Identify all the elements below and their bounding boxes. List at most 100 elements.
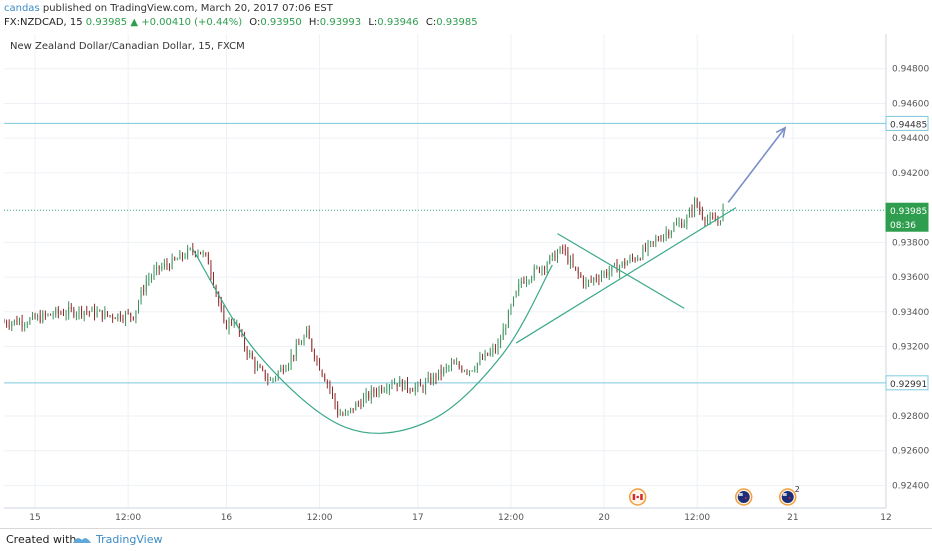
candle-body	[146, 281, 147, 292]
y-tick-label: 0.93800	[892, 238, 929, 248]
candle-body	[495, 348, 496, 350]
candle-body	[226, 321, 227, 329]
candle-body	[681, 222, 682, 227]
candle-body	[298, 344, 299, 345]
candle-body	[650, 241, 651, 242]
candle-body	[327, 381, 328, 383]
candle-body	[27, 324, 28, 325]
candle-body	[198, 252, 199, 255]
candle-body	[686, 217, 687, 223]
y-tick-label: 0.92800	[892, 412, 929, 422]
y-tick-label: 0.92400	[892, 481, 929, 491]
candle-body	[267, 379, 268, 380]
candle-body	[712, 217, 713, 218]
candle-body	[24, 325, 25, 326]
candle-body	[632, 258, 633, 259]
candle-body	[376, 393, 377, 394]
candle-body	[97, 312, 98, 317]
projection-arrow	[728, 128, 785, 203]
candle-body	[102, 310, 103, 318]
candle-body	[234, 324, 235, 325]
candle-body	[420, 383, 421, 386]
candle-body	[692, 210, 693, 212]
candle-body	[314, 350, 315, 358]
candle-body	[190, 248, 191, 249]
author-link[interactable]: candas	[4, 3, 40, 14]
candle-body	[461, 367, 462, 371]
candle-body	[133, 317, 134, 320]
candle-body	[311, 339, 312, 350]
candle-body	[151, 277, 152, 279]
candle-body	[371, 389, 372, 398]
open-label: O:	[249, 17, 260, 28]
x-tick-label: 16	[221, 513, 233, 523]
candle-body	[115, 318, 116, 319]
candle-body	[337, 405, 338, 415]
candle-body	[518, 284, 519, 291]
candle-body	[405, 380, 406, 389]
candle-body	[384, 390, 385, 391]
x-tick-label: 20	[598, 513, 610, 523]
candle-body	[262, 368, 263, 370]
flag-band-right	[640, 494, 643, 500]
footer: Created with TradingView	[0, 528, 932, 551]
ascending-trendline	[516, 208, 736, 343]
candle-body	[487, 353, 488, 355]
candle-body	[428, 377, 429, 381]
candle-body	[288, 365, 289, 369]
candle-body	[249, 353, 250, 355]
y-tick-label: 0.94600	[892, 99, 929, 109]
candle-body	[640, 259, 641, 260]
candle-body	[66, 315, 67, 316]
chart-area[interactable]: New Zealand Dollar/Canadian Dollar, 15, …	[4, 34, 886, 508]
candle-body	[177, 259, 178, 260]
candle-body	[575, 267, 576, 269]
y-tick-label: 0.93600	[892, 273, 929, 283]
candle-body	[273, 379, 274, 380]
candle-body	[110, 315, 111, 316]
candle-body	[560, 247, 561, 253]
candle-body	[174, 257, 175, 259]
chart-header: candas published on TradingView.com, Mar…	[0, 0, 932, 34]
candle-body	[283, 368, 284, 372]
candle-body	[500, 340, 501, 344]
candle-body	[508, 311, 509, 328]
candle-body	[425, 381, 426, 390]
candle-body	[456, 364, 457, 365]
candle-body	[340, 414, 341, 415]
flag-leaf	[636, 496, 639, 499]
candle-body	[257, 366, 258, 368]
candle-body	[125, 313, 126, 321]
candle-body	[99, 310, 100, 311]
candle-body	[169, 266, 170, 269]
publish-info: candas published on TradingView.com, Mar…	[4, 3, 333, 14]
candle-body	[120, 314, 121, 319]
new-zealand-flag-icon	[736, 489, 752, 505]
tradingview-brand[interactable]: TradingView	[96, 533, 162, 546]
candle-body	[415, 387, 416, 392]
candle-body	[604, 272, 605, 275]
candle-body	[254, 359, 255, 368]
candle-body	[154, 270, 155, 276]
created-with-text: Created with	[6, 533, 76, 546]
countdown-tag: 08:36	[890, 221, 916, 231]
candle-body	[433, 375, 434, 384]
candle-body	[179, 253, 180, 259]
candle-body	[609, 271, 610, 275]
candle-body	[40, 316, 41, 323]
candle-body	[229, 321, 230, 329]
candle-body	[252, 353, 253, 359]
y-tick-label: 0.93200	[892, 343, 929, 353]
candle-body	[17, 320, 18, 324]
price-chart[interactable]: New Zealand Dollar/Canadian Dollar, 15, …	[4, 34, 932, 528]
candle-body	[304, 337, 305, 344]
candle-body	[389, 385, 390, 389]
candle-body	[275, 377, 276, 378]
candle-body	[42, 313, 43, 322]
candle-body	[342, 414, 343, 415]
chart-title: New Zealand Dollar/Canadian Dollar, 15, …	[10, 41, 245, 52]
new-zealand-flag-icon	[780, 489, 796, 505]
candle-body	[270, 380, 271, 381]
flag-star	[745, 497, 747, 499]
candle-body	[167, 263, 168, 265]
